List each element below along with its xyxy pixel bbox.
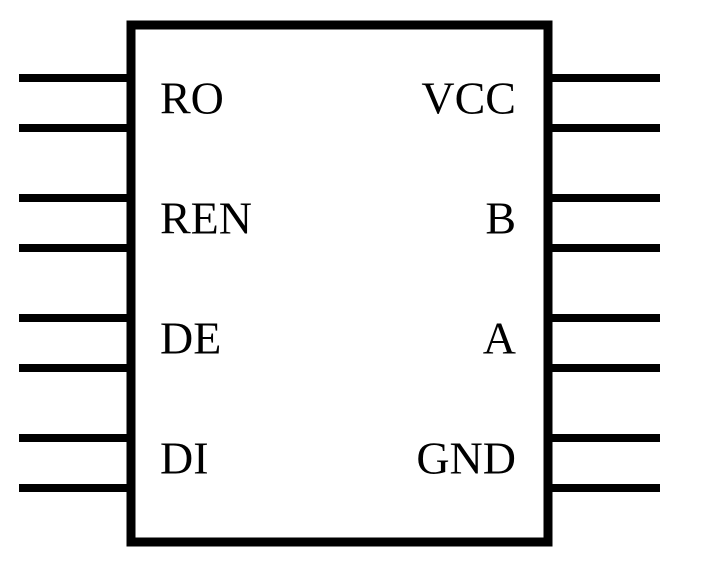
label-left-2: REN [160,193,252,244]
label-right-2: B [485,193,516,244]
label-right-1: VCC [421,73,516,124]
pin-left-3 [19,318,131,368]
pin-right-3 [548,318,660,368]
pin-left-4 [19,438,131,488]
pin-right-4 [548,438,660,488]
label-right-4: GND [416,433,516,484]
pin-right-2 [548,198,660,248]
pin-right-1 [548,78,660,128]
label-left-1: RO [160,73,224,124]
label-left-3: DE [160,313,221,364]
label-right-3: A [483,313,516,364]
label-left-4: DI [160,433,209,484]
pin-left-2 [19,198,131,248]
pin-left-1 [19,78,131,128]
